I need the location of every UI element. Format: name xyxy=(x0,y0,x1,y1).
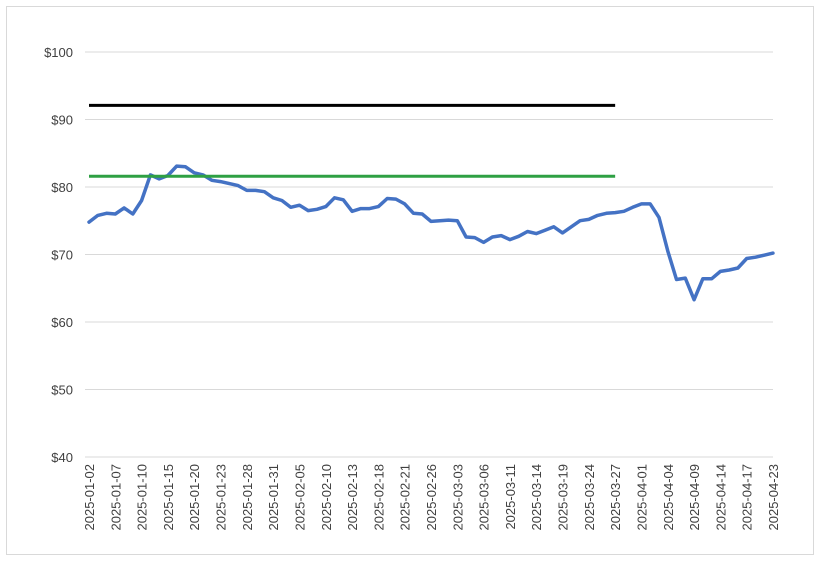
x-tick-label: 2025-02-13 xyxy=(345,464,360,531)
y-tick-label: $40 xyxy=(51,450,73,465)
x-tick-label: 2025-01-07 xyxy=(108,464,123,531)
x-tick-label: 2025-03-03 xyxy=(450,464,465,531)
y-tick-label: $50 xyxy=(51,383,73,398)
x-tick-label: 2025-01-31 xyxy=(266,464,281,531)
x-tick-label: 2025-04-23 xyxy=(766,464,781,531)
x-axis-ticks: 2025-01-02 2025-01-07 2025-01-10 2025-01-15… xyxy=(82,464,781,531)
x-tick-label: 2025-02-05 xyxy=(292,464,307,531)
x-tick-label: 2025-04-09 xyxy=(687,464,702,531)
y-tick-label: $100 xyxy=(44,45,73,60)
x-tick-label: 2025-03-06 xyxy=(477,464,492,531)
y-axis-ticks: $40 $50 $60 $70 $80 $90 $100 xyxy=(44,45,73,465)
x-tick-label: 2025-03-14 xyxy=(529,464,544,531)
x-tick-label: 2025-01-10 xyxy=(135,464,150,531)
x-tick-label: 2025-01-15 xyxy=(161,464,176,531)
x-tick-label: 2025-03-27 xyxy=(608,464,623,531)
x-tick-label: 2025-01-23 xyxy=(214,464,229,531)
x-tick-label: 2025-02-18 xyxy=(371,464,386,531)
x-tick-label: 2025-04-14 xyxy=(713,464,728,531)
gridlines xyxy=(85,51,773,458)
x-tick-label: 2025-02-10 xyxy=(319,464,334,531)
price-series-line xyxy=(87,164,775,302)
x-tick-label: 2025-01-20 xyxy=(187,464,202,531)
x-tick-label: 2025-04-17 xyxy=(740,464,755,531)
series-layer xyxy=(87,103,775,302)
x-tick-label: 2025-04-04 xyxy=(661,464,676,531)
x-tick-label: 2025-03-11 xyxy=(503,464,518,530)
x-tick-label: 2025-03-19 xyxy=(556,464,571,531)
x-tick-label: 2025-02-21 xyxy=(398,464,413,531)
y-tick-label: $70 xyxy=(51,248,73,263)
x-tick-label: 2025-02-26 xyxy=(424,464,439,531)
x-tick-label: 2025-01-02 xyxy=(82,464,97,531)
y-tick-label: $90 xyxy=(51,113,73,128)
y-tick-label: $80 xyxy=(51,180,73,195)
x-tick-label: 2025-04-01 xyxy=(634,464,649,531)
x-tick-label: 2025-03-24 xyxy=(582,464,597,531)
y-tick-label: $60 xyxy=(51,315,73,330)
x-tick-label: 2025-01-28 xyxy=(240,464,255,531)
